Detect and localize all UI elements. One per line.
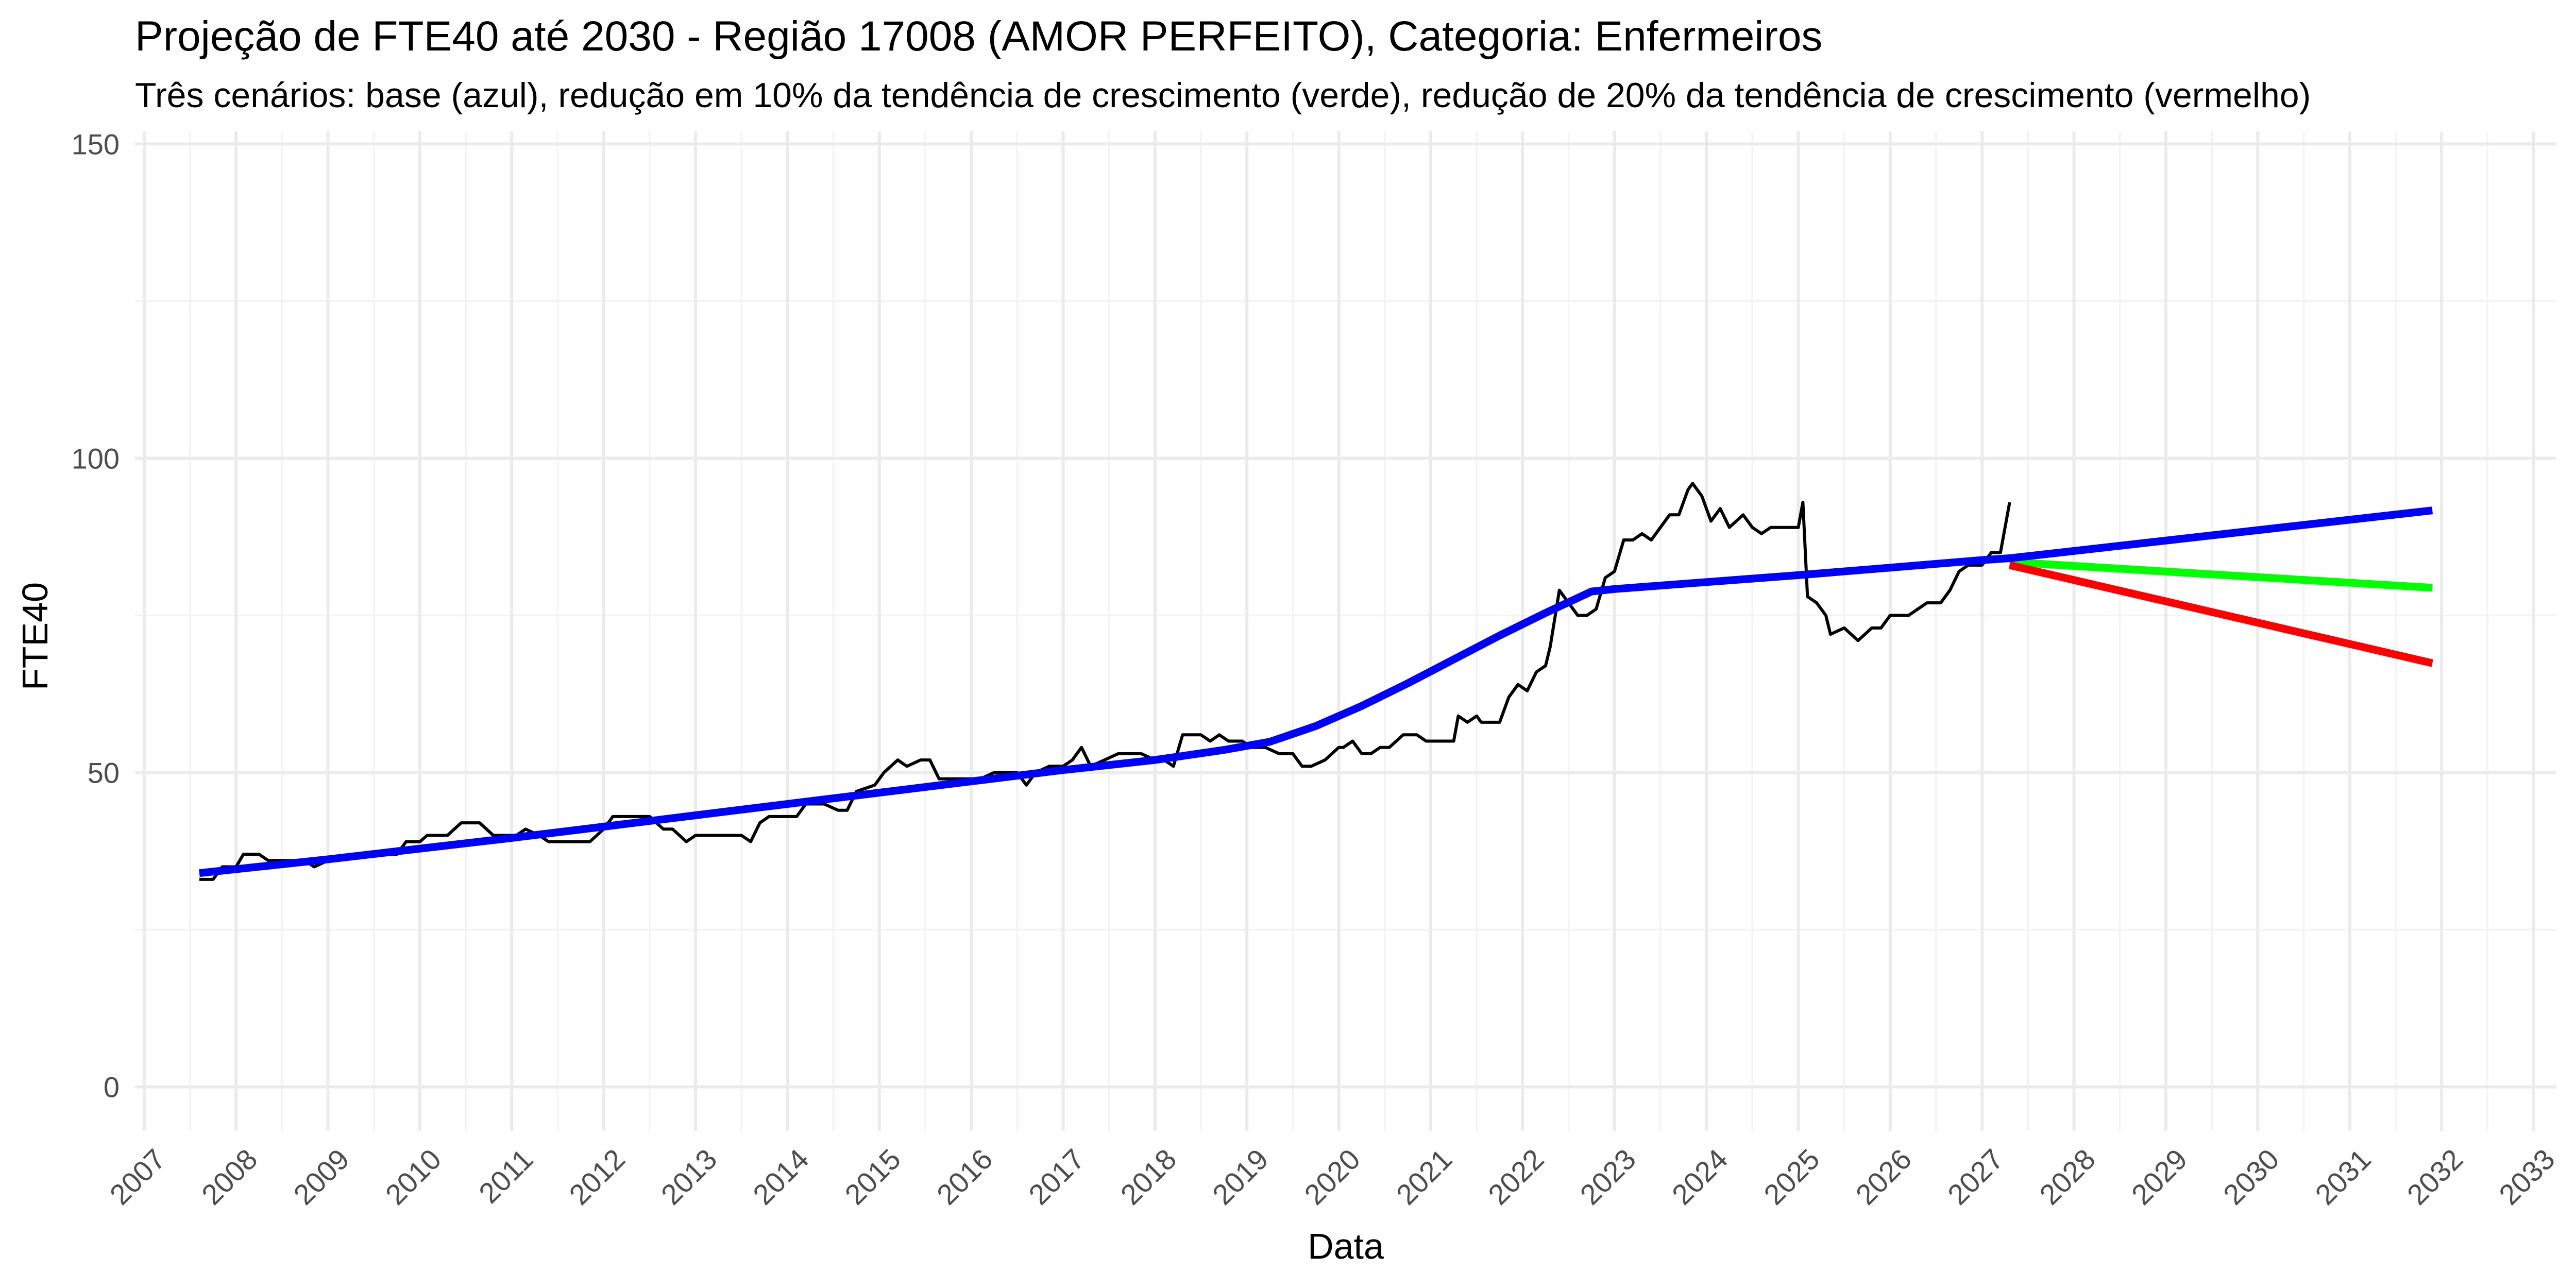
y-axis-ticks: 0 50 100 150: [72, 128, 120, 1103]
series-line-base: [199, 506, 2433, 877]
x-tick-label: 2025: [1757, 1143, 1826, 1211]
y-tick-label: 50: [88, 757, 120, 789]
x-tick-label: 2009: [287, 1143, 355, 1211]
x-tick-label: 2032: [2401, 1143, 2469, 1211]
x-tick-label: 2028: [2033, 1143, 2102, 1211]
x-tick-label: 2021: [1390, 1143, 1459, 1211]
x-tick-label: 2030: [2217, 1143, 2285, 1211]
x-tick-label: 2011: [472, 1143, 539, 1210]
x-tick-label: 2007: [104, 1143, 172, 1211]
x-tick-label: 2027: [1941, 1143, 2010, 1211]
x-tick-label: 2015: [838, 1143, 907, 1211]
series-layer: [199, 482, 2433, 881]
x-tick-label: 2033: [2493, 1143, 2561, 1211]
series-line-observed: [199, 482, 2011, 881]
x-tick-label: 2026: [1850, 1143, 1918, 1211]
series-line-red: [2009, 561, 2433, 667]
x-axis-title: Data: [1308, 1226, 1384, 1266]
chart-title: Projeção de FTE40 até 2030 - Região 1700…: [135, 13, 1822, 60]
x-tick-label: 2029: [2125, 1143, 2194, 1211]
x-tick-label: 2023: [1573, 1143, 1642, 1211]
x-tick-label: 2031: [2309, 1143, 2377, 1211]
x-tick-label: 2020: [1298, 1143, 1366, 1211]
y-tick-label: 100: [72, 442, 120, 474]
x-tick-label: 2010: [379, 1143, 448, 1211]
x-tick-label: 2014: [747, 1143, 815, 1211]
x-tick-label: 2012: [563, 1143, 631, 1211]
series-line-green: [2009, 558, 2433, 592]
y-tick-label: 150: [72, 128, 120, 160]
chart-subtitle: Três cenários: base (azul), redução em 1…: [135, 76, 2311, 115]
x-axis-ticks: 2007 2008 2009 2010 2011 2012 2013 2014 2015 2016…: [104, 1143, 2561, 1211]
x-tick-label: 2008: [195, 1143, 264, 1211]
x-tick-label: 2022: [1482, 1143, 1550, 1211]
grid: [135, 131, 2556, 1131]
y-axis-title: FTE40: [15, 582, 55, 690]
x-tick-label: 2013: [655, 1143, 723, 1211]
x-tick-label: 2024: [1666, 1143, 1734, 1211]
x-tick-label: 2019: [1206, 1143, 1275, 1211]
x-tick-label: 2018: [1114, 1143, 1183, 1211]
x-tick-label: 2016: [930, 1143, 999, 1211]
x-tick-label: 2017: [1022, 1143, 1091, 1211]
y-tick-label: 0: [104, 1071, 120, 1104]
